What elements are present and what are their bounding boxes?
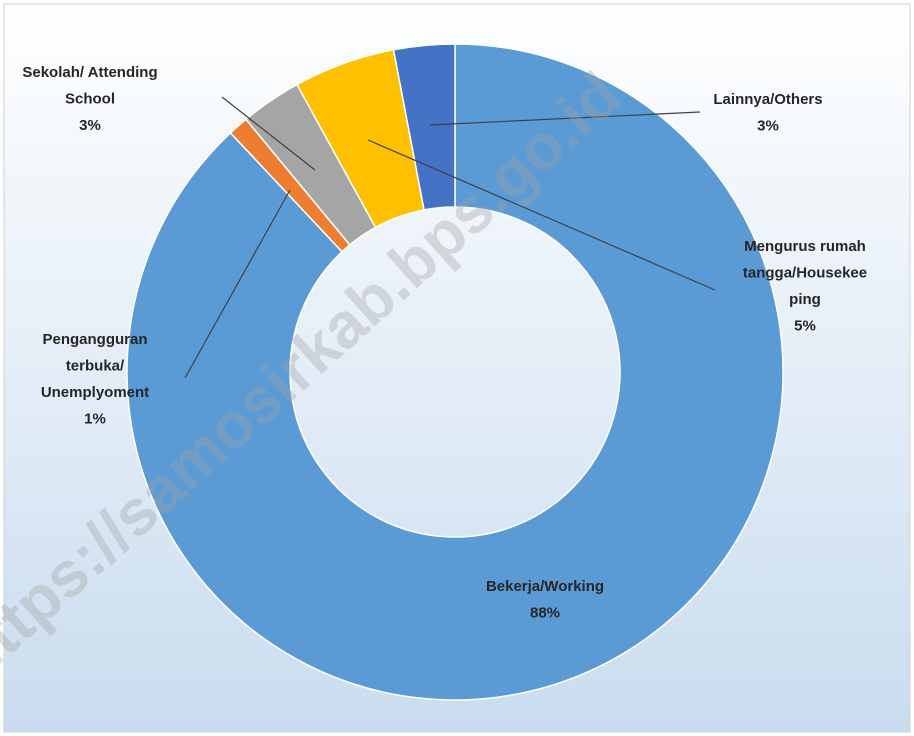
value-label: 1%	[84, 410, 106, 427]
value-label: 3%	[79, 117, 101, 134]
donut-slice	[126, 43, 784, 701]
leader-line	[184, 189, 291, 379]
leader-line	[221, 96, 316, 171]
leader-line	[367, 139, 716, 291]
value-label: 3%	[757, 117, 779, 134]
leader-line	[429, 111, 701, 126]
category-label: Mengurus rumah tangga/Housekee ping	[743, 238, 867, 308]
value-label: 5%	[794, 317, 816, 334]
category-label: Lainnya/Others	[713, 91, 822, 108]
category-label: Pengangguran terbuka/Unemplyoment	[41, 331, 149, 401]
donut-slice	[392, 43, 456, 211]
value-label: 88%	[530, 604, 560, 621]
category-label: Bekerja/Working	[486, 578, 604, 595]
category-label: Sekolah/ Attending School	[22, 64, 157, 108]
